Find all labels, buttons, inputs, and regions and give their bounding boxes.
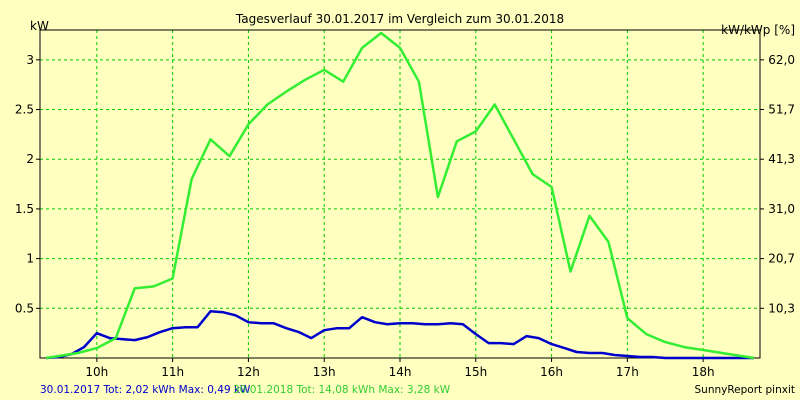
footer-series1-summary: 30.01.2017 Tot: 2,02 kWh Max: 0,49 kW [40,384,251,396]
right-tick-label: 10,3 [768,301,795,315]
y-tick-label: 2 [26,152,34,166]
x-tick-label: 15h [464,365,487,379]
right-tick-label: 31,0 [768,202,795,216]
x-tick-label: 17h [616,365,639,379]
series-line-2017 [46,310,754,360]
right-tick-label: 51,7 [768,103,795,117]
axis-ticks: 3 62,0 2.5 51,7 2 41,3 1.5 31,0 1 20,7 0.5 10,3 10h 1… [15,53,795,379]
grid [40,30,760,358]
right-tick-label: 20,7 [768,252,795,266]
footer-credit: SunnyReport pinxit [695,384,795,396]
x-tick-label: 18h [692,365,715,379]
right-tick-label: 41,3 [768,152,795,166]
y-tick-label: 2.5 [15,103,34,117]
y-tick-label: 1.5 [15,202,34,216]
right-tick-label: 62,0 [768,53,795,67]
y-tick-label: 3 [26,53,34,67]
series-group [45,31,755,360]
x-tick-label: 10h [85,365,108,379]
x-tick-label: 16h [540,365,563,379]
left-axis-label: kW [30,19,49,33]
y-tick-label: 1 [26,252,34,266]
series-line-2018 [45,31,755,360]
footer-series2-summary: 30.01.2018 Tot: 14,08 kWh Max: 3,28 kW [233,384,451,396]
x-tick-label: 13h [313,365,336,379]
y-tick-label: 0.5 [15,301,34,315]
chart-title: Tagesverlauf 30.01.2017 im Vergleich zum… [235,12,564,26]
x-tick-label: 11h [161,365,184,379]
x-tick-label: 14h [389,365,412,379]
x-tick-label: 12h [237,365,260,379]
